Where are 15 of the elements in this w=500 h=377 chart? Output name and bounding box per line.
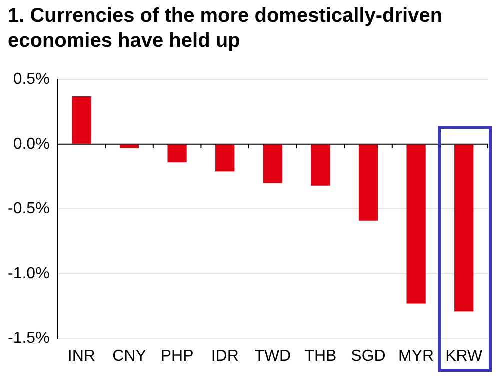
x-tick-label: PHP: [160, 348, 194, 365]
x-tick-label: IDR: [211, 348, 239, 365]
y-tick-label: -1.5%: [8, 330, 50, 348]
x-tick-label: MYR: [398, 348, 434, 365]
y-tick-label: 0.0%: [13, 136, 50, 153]
x-tick-label: SGD: [351, 348, 386, 365]
chart-title: 1. Currencies of the more domestically-driven economies have held up: [8, 4, 444, 54]
x-tick-label: INR: [68, 348, 96, 365]
y-tick-label: -1.0%: [8, 265, 50, 282]
x-tick-label: TWD: [254, 348, 292, 365]
x-tick-label: CNY: [112, 348, 147, 365]
x-tick-label: KRW: [446, 348, 484, 365]
y-tick-label: 0.5%: [13, 71, 50, 88]
x-tick-label: THB: [304, 348, 337, 365]
y-tick-label: -0.5%: [8, 200, 50, 218]
